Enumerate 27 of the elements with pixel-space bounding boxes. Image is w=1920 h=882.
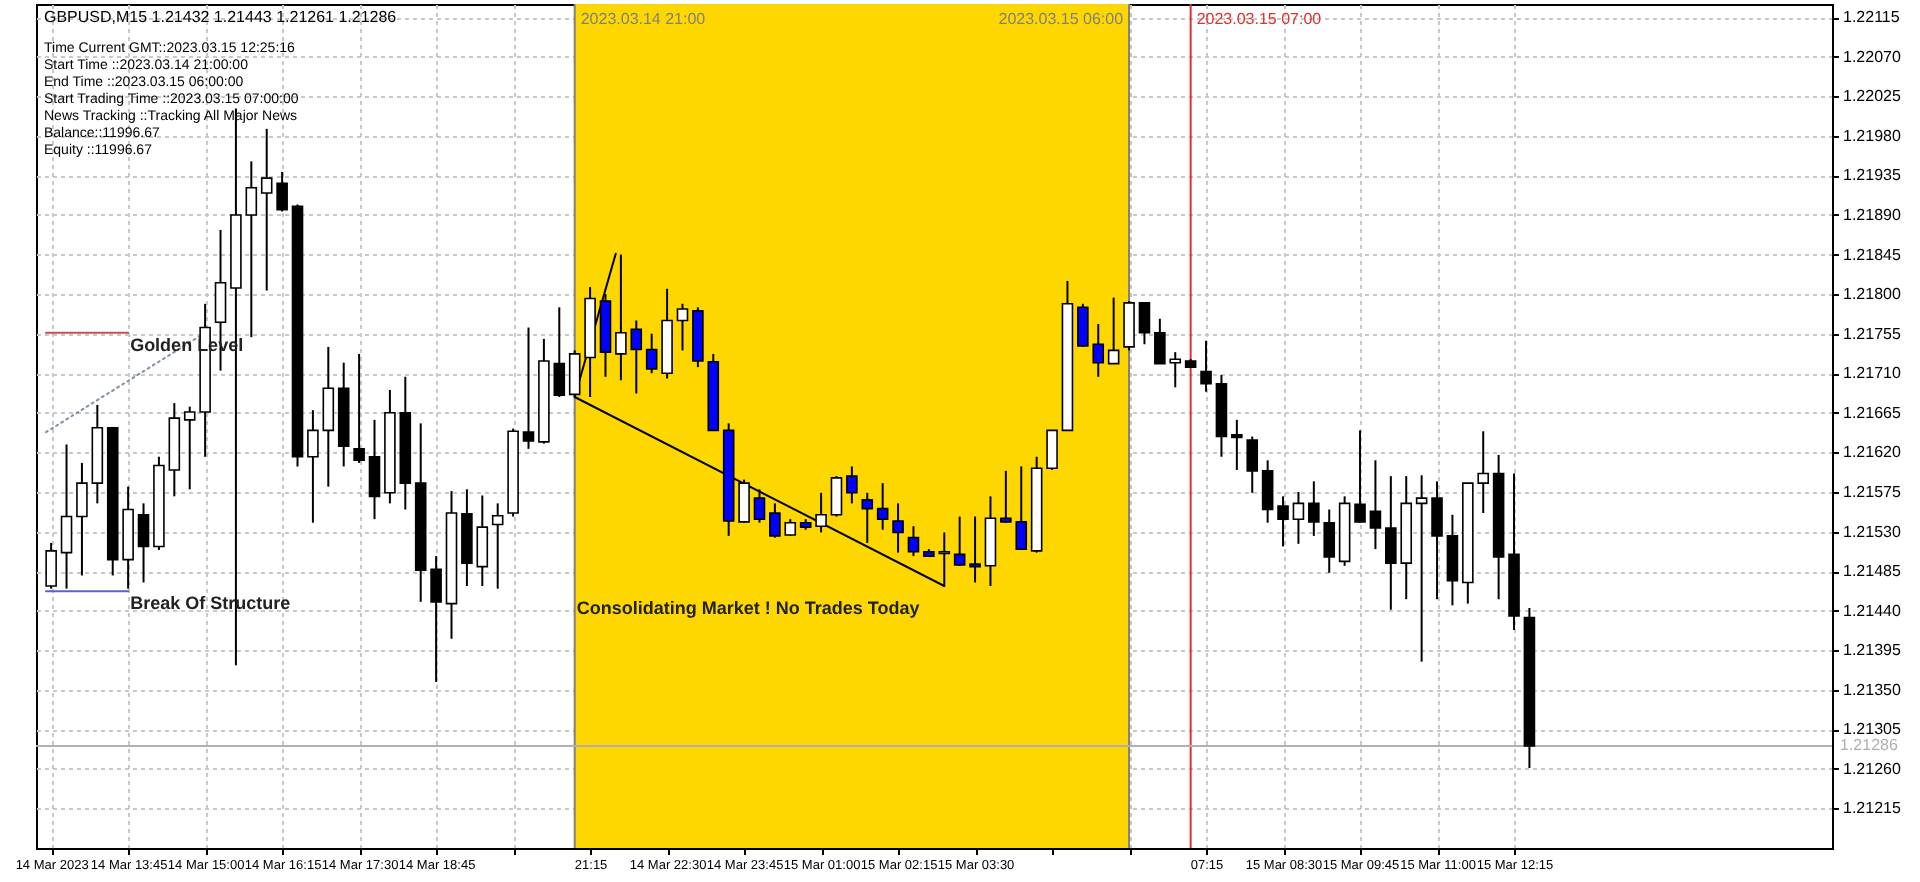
y-tick-label: 1.21710 [1843,364,1902,383]
chart-title: GBPUSD,M15 1.21432 1.21443 1.21261 1.21286 [44,8,398,26]
y-tick-label: 1.21935 [1843,166,1902,185]
y-tick-label: 1.21800 [1843,285,1902,304]
ref-line-label: 2023.03.15 06:00 [998,10,1125,28]
y-tick-label: 1.21215 [1843,799,1902,818]
y-tick-label: 1.21845 [1843,245,1902,264]
y-tick-label: 1.21620 [1843,443,1902,462]
y-tick-label: 1.21350 [1843,680,1902,699]
annotation: Consolidating Market ! No Trades Today [576,597,920,618]
ref-line-label: 2023.03.14 21:00 [580,10,707,28]
y-tick-label: 1.21755 [1843,324,1902,343]
y-tick-label: 1.21575 [1843,482,1902,501]
y-tick-label: 1.21980 [1843,126,1902,145]
y-tick-label: 1.21485 [1843,562,1902,581]
y-tick-label: 1.21260 [1843,759,1902,778]
y-tick-label: 1.21305 [1843,720,1902,739]
y-tick-label: 1.21395 [1843,641,1902,660]
y-tick-label: 1.21530 [1843,522,1902,541]
ref-line-label: 2023.03.15 07:00 [1196,10,1323,28]
y-tick-label: 1.22070 [1843,47,1902,66]
ref-line-label: 1.21286 [1840,736,1899,755]
y-tick-label: 1.21890 [1843,206,1902,224]
y-tick-label: 1.21440 [1843,601,1902,620]
y-tick-label: 1.21665 [1843,403,1902,422]
y-tick-label: 1.22025 [1843,87,1902,106]
y-tick-label: 1.22115 [1843,8,1901,27]
